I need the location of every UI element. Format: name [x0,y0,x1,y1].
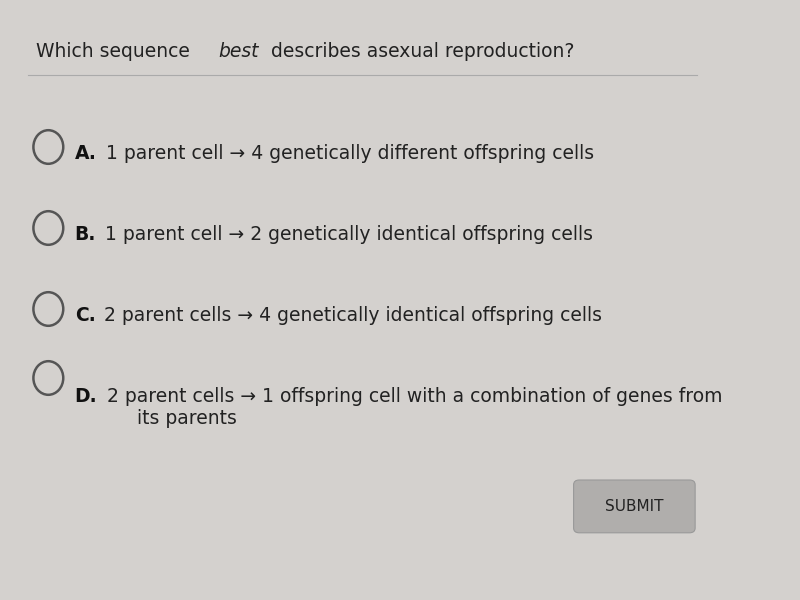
Text: 2 parent cells → 1 offspring cell with a combination of genes from
      its par: 2 parent cells → 1 offspring cell with a… [101,387,722,428]
Text: describes asexual reproduction?: describes asexual reproduction? [266,42,574,61]
Text: 1 parent cell → 4 genetically different offspring cells: 1 parent cell → 4 genetically different … [100,144,594,163]
Text: D.: D. [74,387,98,406]
Text: SUBMIT: SUBMIT [605,499,664,514]
Text: A.: A. [74,144,97,163]
Text: 2 parent cells → 4 genetically identical offspring cells: 2 parent cells → 4 genetically identical… [98,306,602,325]
FancyBboxPatch shape [574,480,695,533]
Text: best: best [219,42,259,61]
Text: Which sequence: Which sequence [35,42,195,61]
Text: B.: B. [74,225,96,244]
Text: C.: C. [74,306,95,325]
Text: 1 parent cell → 2 genetically identical offspring cells: 1 parent cell → 2 genetically identical … [99,225,593,244]
